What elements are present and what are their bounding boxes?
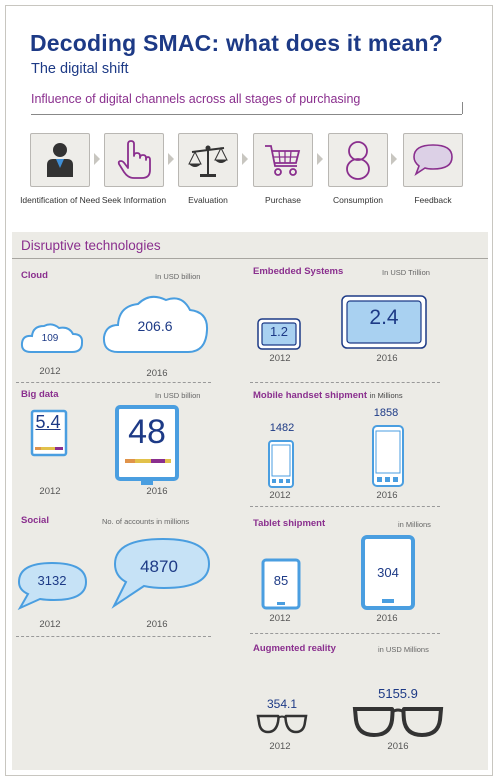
tablet-value-2016: 304 [377, 565, 399, 580]
social-bubble-2012 [17, 561, 88, 611]
bigdata-device-2012 [30, 409, 68, 457]
mobile-year-2016: 2016 [376, 490, 398, 501]
embedded-value-2012: 1.2 [269, 324, 289, 339]
divider [16, 382, 211, 383]
tablet-unit: in Millions [398, 520, 431, 529]
stage-purchase: Purchase [253, 133, 313, 205]
glasses-icon-2012 [256, 714, 308, 734]
mobile-value-2016: 1858 [373, 407, 399, 419]
ar-year-2012: 2012 [269, 741, 291, 752]
stage-label: Feedback [414, 195, 452, 205]
embedded-year-2016: 2016 [376, 353, 398, 364]
bigdata-value-2016: 48 [128, 413, 166, 451]
chevron-right-icon [317, 153, 323, 165]
disruptive-heading: Disruptive technologies [21, 238, 161, 253]
cloud-unit: In USD billion [155, 272, 201, 281]
social-bubble-2016 [111, 537, 211, 609]
page-title: Decoding SMAC: what does it mean? [30, 30, 443, 56]
embedded-chip-2012 [257, 318, 301, 350]
stage-label: Identification of Need [20, 195, 100, 205]
social-value-2016: 4870 [140, 557, 178, 576]
embedded-year-2012: 2012 [269, 353, 291, 364]
speech-bubble-icon [413, 144, 453, 177]
stage-label: Purchase [265, 195, 301, 205]
stage-label: Consumption [332, 195, 384, 205]
chevron-right-icon [391, 153, 397, 165]
stage-label: Evaluation [188, 195, 228, 205]
tablet-icon-2012 [261, 558, 301, 610]
stage-consumption: Consumption [328, 133, 388, 205]
stage-evaluation: Evaluation [178, 133, 238, 205]
divider [250, 382, 440, 383]
tablet-year-2012: 2012 [269, 613, 291, 624]
phone-icon-2012 [268, 440, 294, 488]
cloud-year-2012: 2012 [39, 366, 61, 377]
shopping-cart-icon [265, 145, 301, 176]
stage-feedback: Feedback [403, 133, 463, 205]
scales-icon [188, 145, 228, 177]
social-title: Social [21, 515, 49, 526]
ar-unit: in USD Millions [378, 645, 429, 654]
bigdata-year-2016: 2016 [146, 486, 168, 497]
social-value-2012: 3132 [37, 573, 67, 588]
cloud-value-2016: 206.6 [137, 318, 173, 334]
cloud-year-2016: 2016 [146, 368, 168, 379]
mobile-title-text: Mobile handset shipment [253, 390, 368, 401]
pointing-hand-icon [117, 140, 151, 179]
social-year-2016: 2016 [146, 619, 168, 630]
tablet-icon-2016 [361, 535, 415, 610]
social-unit: No. of accounts in millions [102, 517, 190, 526]
ar-value-2012: 354.1 [266, 697, 298, 711]
embedded-title: Embedded Systems [253, 266, 344, 277]
bigdata-value-2012: 5.4 [35, 412, 61, 432]
bigdata-device-2016 [115, 405, 179, 485]
ar-value-2016: 5155.9 [378, 686, 418, 701]
tablet-value-2012: 85 [273, 573, 289, 588]
ar-title: Augmented reality [253, 643, 336, 654]
divider [12, 258, 488, 259]
person-icon [47, 143, 73, 177]
page-subtitle: The digital shift [31, 61, 129, 77]
embedded-chip-2016 [341, 295, 427, 349]
cloud-icon-2012 [20, 323, 84, 353]
cloud-value-2012: 109 [41, 333, 59, 344]
divider [16, 636, 211, 637]
stage-identification-of-need: Identification of Need [20, 133, 100, 205]
bigdata-year-2012: 2012 [39, 486, 61, 497]
divider [250, 506, 440, 507]
phone-icon-2016 [372, 425, 404, 487]
figure-eight-icon [346, 141, 370, 180]
chevron-right-icon [168, 153, 174, 165]
cloud-icon-2016 [102, 295, 209, 353]
mobile-unit: in Millions [369, 391, 403, 400]
divider [250, 633, 440, 634]
mobile-title: Mobile handset shipment in Millions [253, 390, 403, 401]
tablet-title: Tablet shipment [253, 518, 326, 529]
bigdata-unit: In USD billion [155, 391, 201, 400]
cloud-title: Cloud [21, 270, 48, 281]
stage-label: Seek Information [101, 195, 167, 205]
tablet-year-2016: 2016 [376, 613, 398, 624]
chevron-right-icon [242, 153, 248, 165]
social-year-2012: 2012 [39, 619, 61, 630]
embedded-value-2016: 2.4 [369, 306, 399, 329]
chevron-right-icon [94, 153, 100, 165]
ar-year-2016: 2016 [387, 741, 409, 752]
mobile-value-2012: 1482 [269, 422, 295, 434]
embedded-unit: In USD Trillion [382, 268, 430, 277]
glasses-icon-2016 [352, 707, 444, 738]
bigdata-title: Big data [21, 389, 59, 400]
mobile-year-2012: 2012 [269, 490, 291, 501]
stage-seek-information: Seek Information [102, 133, 166, 205]
influence-heading: Influence of digital channels across all… [31, 92, 463, 115]
